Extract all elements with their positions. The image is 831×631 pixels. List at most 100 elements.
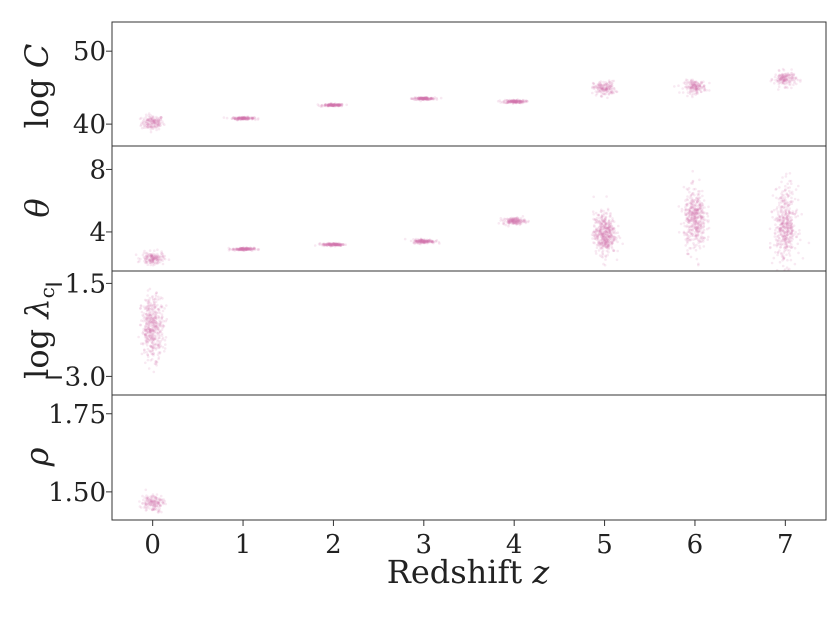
data-point — [429, 240, 433, 244]
data-point — [150, 120, 153, 124]
data-point — [153, 342, 157, 346]
data-point — [333, 102, 337, 105]
data-point — [700, 208, 704, 212]
data-point — [698, 178, 701, 182]
data-point — [241, 248, 245, 252]
data-point — [152, 323, 156, 327]
data-point — [686, 86, 689, 89]
data-point — [429, 240, 432, 244]
data-point — [232, 247, 236, 251]
data-point — [607, 88, 611, 91]
data-point — [152, 120, 156, 123]
data-point — [512, 100, 516, 103]
data-point — [328, 104, 332, 107]
data-point — [515, 220, 518, 223]
data-point — [695, 230, 699, 233]
data-point — [697, 204, 701, 207]
data-point — [336, 103, 340, 107]
data-point — [245, 248, 248, 251]
data-point — [245, 248, 249, 251]
data-point — [591, 91, 594, 95]
data-point — [155, 493, 159, 496]
data-point — [155, 257, 158, 261]
data-point — [782, 79, 786, 82]
data-point — [782, 78, 785, 81]
data-point — [605, 231, 608, 234]
data-point — [606, 227, 609, 230]
data-point — [598, 81, 601, 84]
data-point — [244, 247, 248, 251]
data-point — [597, 230, 601, 233]
data-point — [154, 496, 158, 500]
data-point — [154, 322, 158, 326]
data-point — [423, 239, 427, 242]
data-point — [602, 218, 606, 221]
data-point — [690, 199, 693, 203]
data-point — [780, 243, 783, 246]
data-point — [703, 88, 707, 91]
data-point — [791, 234, 795, 238]
data-point — [426, 240, 429, 243]
data-point — [682, 185, 686, 189]
data-point — [154, 259, 158, 263]
data-point — [423, 97, 427, 100]
data-point — [603, 87, 607, 91]
data-point — [691, 206, 695, 209]
data-point — [144, 307, 147, 310]
data-point — [684, 206, 687, 209]
data-point — [326, 104, 330, 108]
data-point — [154, 300, 158, 304]
data-point — [693, 80, 696, 84]
data-point — [144, 120, 148, 123]
data-point — [506, 101, 509, 104]
data-point — [515, 100, 519, 104]
data-point — [605, 222, 608, 226]
data-point — [413, 238, 417, 242]
data-point — [327, 242, 331, 246]
data-point — [690, 213, 694, 217]
data-point — [425, 97, 429, 100]
data-point — [332, 103, 335, 107]
data-point — [603, 224, 606, 227]
data-point — [419, 97, 422, 101]
data-point — [694, 234, 698, 238]
data-point — [235, 248, 238, 251]
data-point — [234, 248, 237, 251]
data-point — [788, 226, 792, 230]
data-point — [609, 225, 612, 229]
data-point — [700, 81, 704, 85]
data-point — [414, 237, 418, 241]
data-point — [243, 116, 246, 119]
data-point — [147, 112, 151, 115]
data-point — [781, 237, 785, 241]
data-point — [239, 246, 243, 250]
data-point — [687, 186, 691, 190]
data-point — [784, 211, 787, 215]
data-point — [156, 343, 160, 347]
data-point — [251, 116, 255, 120]
data-point — [598, 243, 602, 247]
data-point — [331, 242, 335, 246]
data-point — [609, 212, 612, 215]
data-point — [516, 101, 520, 104]
data-point — [702, 236, 706, 240]
data-point — [145, 318, 148, 322]
data-point — [694, 85, 698, 89]
data-point — [156, 298, 160, 301]
data-point — [611, 235, 615, 238]
data-point — [782, 68, 786, 72]
data-point — [787, 240, 790, 244]
data-point — [332, 103, 336, 106]
data-point — [507, 224, 510, 228]
data-point — [147, 325, 151, 329]
data-point — [150, 345, 153, 348]
data-point — [243, 118, 247, 121]
data-point — [144, 335, 148, 338]
data-point — [147, 306, 151, 310]
data-point — [779, 226, 782, 230]
data-point — [600, 222, 604, 226]
data-point — [694, 216, 698, 220]
data-point — [146, 328, 149, 331]
data-point — [152, 258, 155, 262]
